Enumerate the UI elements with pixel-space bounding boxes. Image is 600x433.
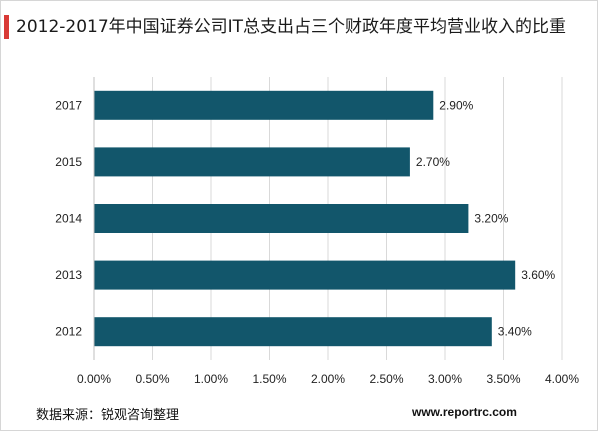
y-tick-label: 2012 [55,325,82,339]
y-tick-label: 2017 [55,98,82,112]
data-label: 2.90% [439,98,473,112]
bar [94,90,434,120]
chart-title: 2012-2017年中国证券公司IT总支出占三个财政年度平均营业收入的比重 [16,17,567,37]
x-tick-label: 2.50% [369,372,403,386]
data-source: 数据来源：锐观咨询整理 [36,408,180,423]
data-label: 2.70% [416,155,450,169]
y-tick-label: 2014 [55,212,82,226]
y-tick-label: 2013 [55,268,82,282]
data-label: 3.20% [474,212,508,226]
x-tick-label: 0.50% [135,372,169,386]
bar [94,317,492,347]
bar [94,260,516,290]
website-url: www.reportrc.com [412,405,517,419]
title-accent-bar [4,15,9,39]
x-tick-label: 3.50% [486,372,520,386]
bar [94,147,410,177]
x-tick-label: 0.00% [77,372,111,386]
bar [94,204,469,233]
y-tick-label: 2015 [55,155,82,169]
x-tick-label: 3.00% [428,372,462,386]
data-label: 3.60% [521,268,555,282]
x-tick-label: 4.00% [545,372,579,386]
x-tick-label: 1.00% [194,372,228,386]
x-tick-label: 1.50% [252,372,286,386]
x-tick-label: 2.00% [311,372,345,386]
data-label: 3.40% [498,325,532,339]
